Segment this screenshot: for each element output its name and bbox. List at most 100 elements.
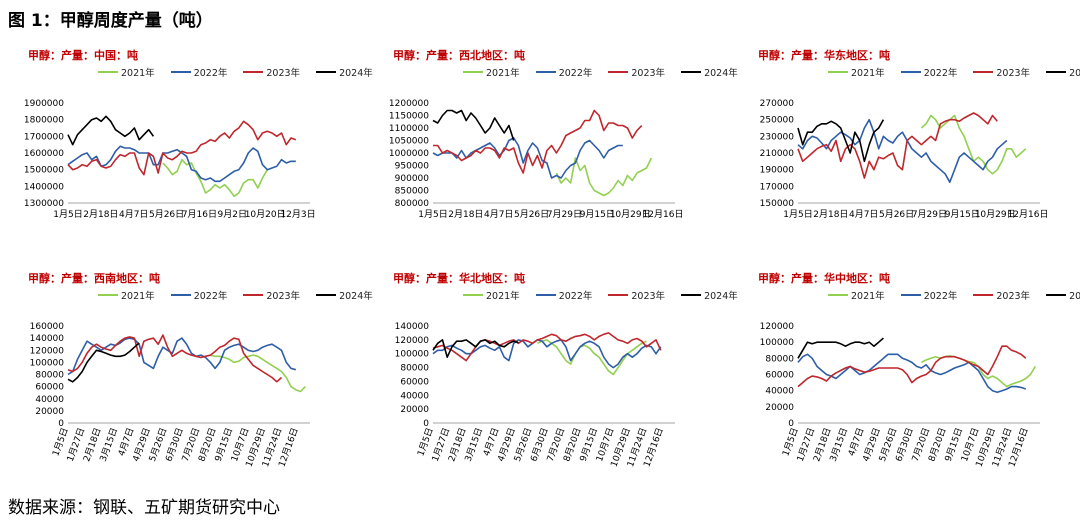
legend-label: 2024年 <box>704 291 738 302</box>
legend-swatch <box>681 294 702 296</box>
x-tick-label: 5月26日 <box>879 209 914 220</box>
y-tick-label: 140000 <box>395 322 430 332</box>
y-tick-label: 40000 <box>765 387 794 397</box>
legend-item: 2021年 <box>98 288 155 302</box>
chart-legend: 2021年 2022年 2023年 2024年 <box>98 288 373 302</box>
series-line <box>797 345 1027 388</box>
legend-label: 2021年 <box>851 291 885 302</box>
legend-item: 2021年 <box>463 65 520 79</box>
y-tick-label: 40000 <box>35 395 64 405</box>
y-tick-label: 150000 <box>760 199 795 209</box>
chart-title: 甲醇：产量：华东地区：吨 <box>758 49 890 62</box>
legend-item: 2024年 <box>316 65 373 79</box>
y-tick-label: 100000 <box>760 338 795 348</box>
series-line <box>797 112 998 179</box>
y-tick-label: 1900000 <box>24 99 64 109</box>
y-tick-label: 900000 <box>395 174 430 184</box>
x-tick-label: 10月29日 <box>975 209 1016 220</box>
legend-label: 2023年 <box>266 291 301 302</box>
chart-title: 甲醇：产量：华中地区：吨 <box>758 272 890 285</box>
legend-label: 2022年 <box>558 291 593 302</box>
x-tick-label: 12月16日 <box>643 209 684 220</box>
legend-item: 2023年 <box>243 65 300 79</box>
legend-label: 2022年 <box>923 291 958 302</box>
y-tick-label: 60000 <box>765 371 794 381</box>
legend-label: 2021年 <box>486 68 520 79</box>
y-tick-label: 170000 <box>760 182 795 192</box>
chart-panel: 甲醇：产量：中国：吨 2021年 2022年 2023年 2024年 1900000 180… <box>10 45 373 260</box>
chart-plot-svg: 160000 140000 120000 100000 80000 60000 40000 2… <box>30 322 310 468</box>
y-tick-label: 1500000 <box>24 166 64 176</box>
series-line <box>432 109 515 141</box>
y-tick-label: 1600000 <box>24 149 64 159</box>
chart-legend: 2021年 2022年 2023年 2024年 <box>828 288 1080 302</box>
series-line <box>433 109 643 174</box>
figure-title: 图 1：甲醇周度产量（吨） <box>8 11 213 31</box>
y-tick-label: 100000 <box>30 358 65 368</box>
legend-item: 2023年 <box>243 288 300 302</box>
series-line <box>797 118 1008 183</box>
legend-item: 2021年 <box>828 288 885 302</box>
series-line <box>432 339 519 358</box>
chart-plot-svg: 1400001200001000008000060000400002000001… <box>395 322 675 468</box>
chart-plot-svg: 1200001000008000060000400002000001月5日1月2… <box>760 322 1040 468</box>
legend-label: 2024年 <box>704 68 738 79</box>
x-tick-label: 1月5日 <box>783 209 812 220</box>
series-line <box>67 342 140 383</box>
series-line <box>432 332 662 362</box>
y-tick-label: 270000 <box>760 99 795 109</box>
legend-item: 2022年 <box>900 65 957 79</box>
legend-item: 2022年 <box>535 288 593 302</box>
chart-legend: 2021年 2022年 2023年 2024年 <box>463 65 738 79</box>
chart-plot-svg: 270000 250000 230000 210000 190000 170000 1500… <box>760 99 1049 220</box>
y-tick-label: 250000 <box>760 116 795 126</box>
series-line <box>67 337 297 376</box>
legend-item: 2023年 <box>973 288 1030 302</box>
y-tick-label: 20000 <box>35 407 64 417</box>
y-tick-label: 190000 <box>760 166 795 176</box>
x-tick-label: 10月29日 <box>610 209 651 220</box>
chart-title: 甲醇：产量：华北地区：吨 <box>393 272 525 285</box>
legend-label: 2024年 <box>339 68 373 79</box>
series-line <box>537 339 647 376</box>
legend-label: 2023年 <box>996 291 1031 302</box>
source-note: 数据来源：钢联、五矿期货研究中心 <box>8 498 280 518</box>
y-tick-label: 120000 <box>395 336 430 346</box>
chart-panel: 甲醇：产量：华中地区：吨 2021年 2022年 2023年 2024年 120000 10… <box>740 268 1080 483</box>
chart-legend: 2021年 2022年 2023年 2024年 <box>828 65 1080 79</box>
legend-item: 2024年 <box>316 288 373 302</box>
y-tick-label: 1000000 <box>389 149 429 159</box>
legend-item: 2021年 <box>463 288 520 302</box>
legend-label: 2023年 <box>996 68 1031 79</box>
legend-item: 2024年 <box>1046 65 1080 79</box>
legend-item: 2022年 <box>170 288 228 302</box>
x-tick-label: 2月18日 <box>448 209 483 220</box>
legend-swatch <box>828 294 848 296</box>
legend-item: 2021年 <box>98 65 155 79</box>
legend-swatch <box>463 71 483 73</box>
y-tick-label: 140000 <box>30 334 65 344</box>
series-line <box>797 337 884 359</box>
legend-label: 2022年 <box>193 291 228 302</box>
legend-item: 2022年 <box>535 65 593 79</box>
y-tick-label: 40000 <box>400 391 429 401</box>
legend-label: 2023年 <box>266 68 301 79</box>
y-tick-label: 800000 <box>395 199 430 209</box>
legend-item: 2023年 <box>608 65 665 79</box>
chart-panel: 甲醇：产量：华北地区：吨 2021年 2022年 2023年 2024年 140000 12… <box>375 268 738 483</box>
legend-swatch <box>1046 294 1067 296</box>
y-tick-label: 60000 <box>35 383 64 393</box>
x-tick-label: 1月5日 <box>53 209 82 220</box>
legend-label: 2022年 <box>558 68 593 79</box>
series-line <box>797 353 1027 394</box>
chart-panel: 甲醇：产量：西北地区：吨 2021年 2022年 2023年 2024年 1200000 1… <box>375 45 738 260</box>
chart-panel: 甲醇：产量：西南地区：吨 2021年 2022年 2023年 2024年 160000 14… <box>10 268 373 483</box>
legend-swatch <box>170 294 191 296</box>
legend-swatch <box>463 294 483 296</box>
legend-item: 2024年 <box>1046 288 1080 302</box>
y-tick-label: 230000 <box>760 132 795 142</box>
y-tick-label: 0 <box>58 419 64 429</box>
legend-swatch <box>681 71 702 73</box>
legend-swatch <box>98 71 118 73</box>
legend-item: 2023年 <box>973 65 1030 79</box>
